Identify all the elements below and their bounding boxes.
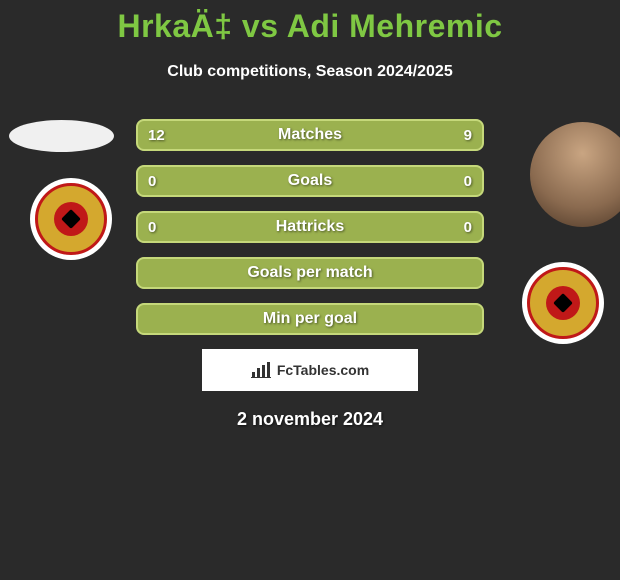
stat-row-hattricks: 0 Hattricks 0 (136, 211, 484, 243)
bar-chart-icon (251, 362, 271, 378)
stat-label: Min per goal (263, 310, 357, 328)
stat-right-value: 0 (464, 173, 472, 190)
footer-brand-text: FcTables.com (277, 362, 369, 378)
stat-left-value: 0 (148, 219, 156, 236)
page-title: HrkaÄ‡ vs Adi Mehremic (0, 0, 620, 45)
stat-row-goals-per-match: Goals per match (136, 257, 484, 289)
stat-right-value: 0 (464, 219, 472, 236)
comparison-widget: HrkaÄ‡ vs Adi Mehremic Club competitions… (0, 0, 620, 580)
stat-row-goals: 0 Goals 0 (136, 165, 484, 197)
stats-panel: 12 Matches 9 0 Goals 0 0 Hattricks 0 Goa… (0, 119, 620, 339)
footer-brand-link[interactable]: FcTables.com (202, 349, 418, 391)
subtitle: Club competitions, Season 2024/2025 (0, 63, 620, 81)
stat-label: Goals per match (247, 264, 372, 282)
stat-label: Hattricks (276, 218, 344, 236)
stat-row-matches: 12 Matches 9 (136, 119, 484, 151)
stat-label: Matches (278, 126, 342, 144)
stat-left-value: 0 (148, 173, 156, 190)
date-label: 2 november 2024 (0, 409, 620, 430)
stat-row-min-per-goal: Min per goal (136, 303, 484, 335)
stat-label: Goals (288, 172, 332, 190)
stat-right-value: 9 (464, 127, 472, 144)
stat-left-value: 12 (148, 127, 165, 144)
